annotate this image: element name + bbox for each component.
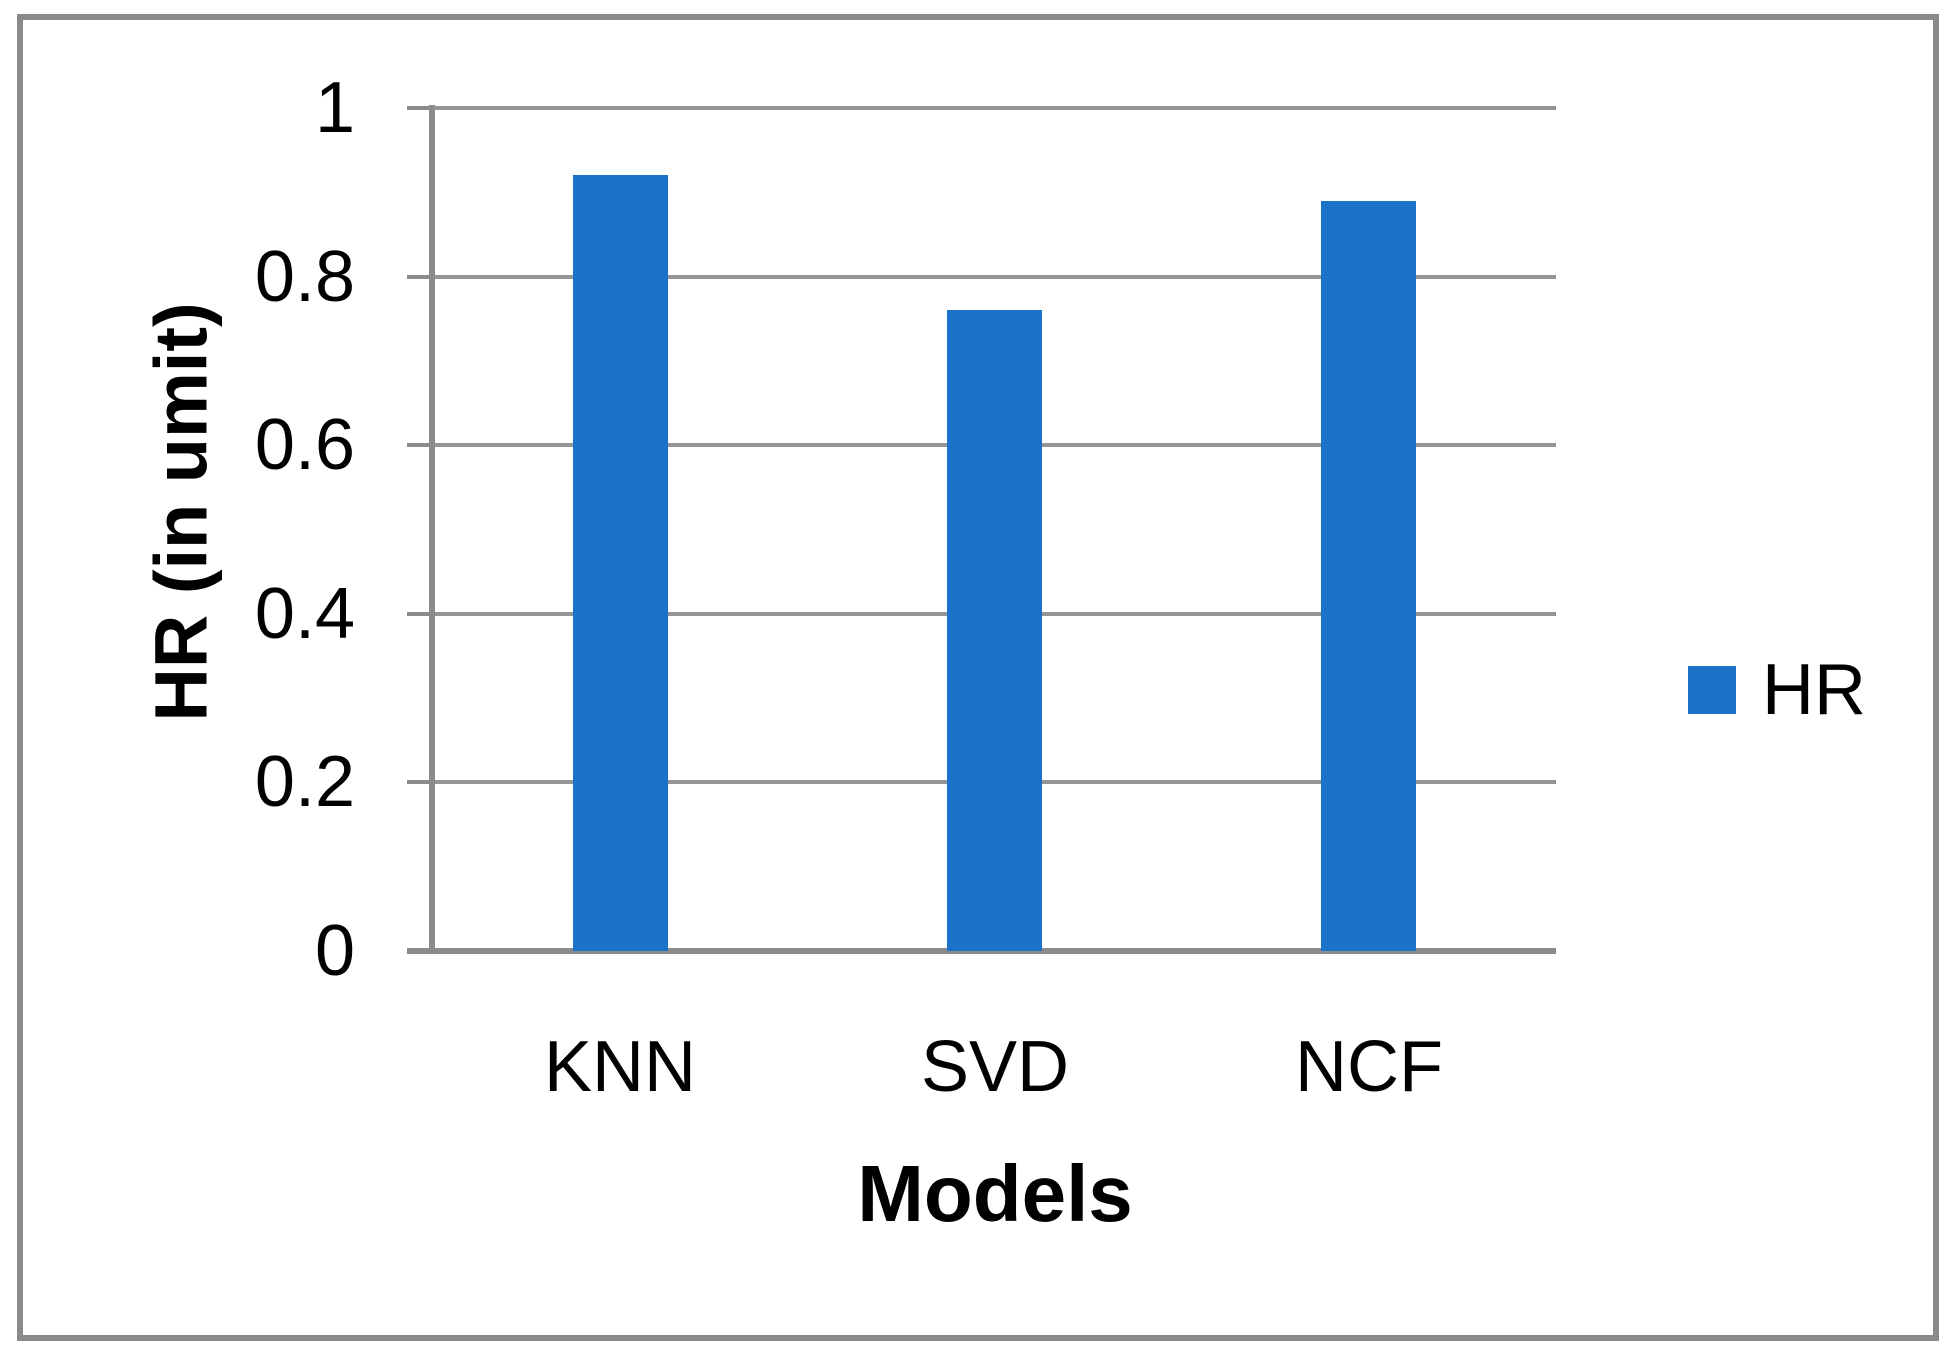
bar-ncf — [1321, 201, 1416, 951]
legend-color-swatch — [1688, 666, 1736, 714]
y-tick-label: 0.6 — [254, 405, 355, 485]
y-tick-label: 0.8 — [254, 237, 355, 317]
y-tick-mark — [407, 106, 433, 110]
y-tick-label: 0.2 — [254, 742, 355, 822]
y-axis-line — [429, 105, 435, 954]
y-tick-mark — [407, 612, 433, 616]
y-tick-mark — [407, 443, 433, 447]
y-tick-mark — [407, 275, 433, 279]
gridline — [433, 275, 1556, 279]
legend-series-label: HR — [1762, 650, 1866, 730]
category-label-svd: SVD — [920, 1027, 1070, 1107]
x-axis-title: Models — [857, 1149, 1133, 1238]
x-axis-line — [433, 948, 1556, 954]
y-tick-label: 1 — [314, 68, 355, 148]
legend: HR — [1688, 652, 1866, 728]
y-tick-mark — [407, 948, 433, 954]
y-tick-mark — [407, 780, 433, 784]
y-axis-title: HR (in umit) — [139, 302, 223, 722]
bar-svd — [947, 310, 1042, 951]
category-label-knn: KNN — [543, 1027, 696, 1107]
category-label-ncf: NCF — [1295, 1027, 1443, 1107]
gridline — [433, 106, 1556, 110]
y-tick-label: 0 — [314, 911, 355, 991]
bar-knn — [573, 175, 668, 951]
y-tick-label: 0.4 — [254, 574, 355, 654]
